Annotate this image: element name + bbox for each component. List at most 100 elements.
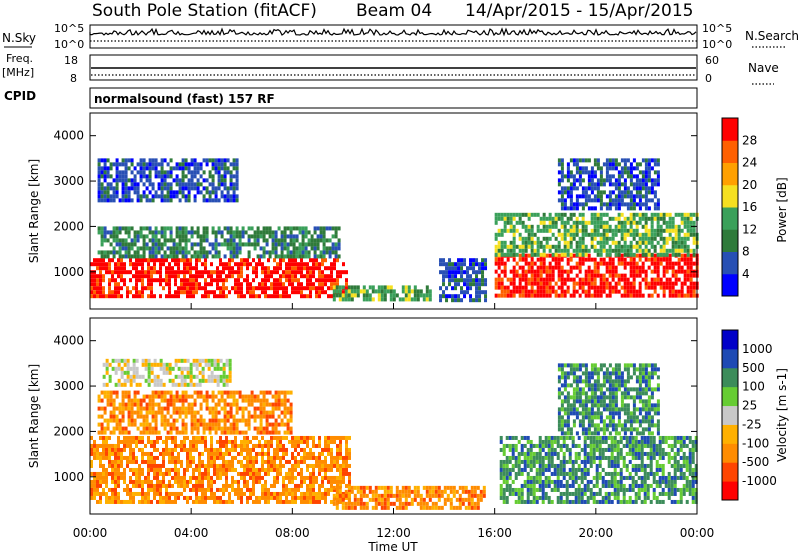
heatmap-cell xyxy=(334,250,338,255)
heatmap-cell xyxy=(216,266,219,271)
heatmap-cell xyxy=(345,495,348,500)
heatmap-cell xyxy=(288,278,291,283)
heatmap-cell xyxy=(451,274,455,279)
heatmap-cell xyxy=(249,451,252,456)
heatmap-cell xyxy=(175,234,179,239)
heatmap-cell xyxy=(123,455,126,460)
heatmap-cell xyxy=(252,459,255,464)
heatmap-cell xyxy=(350,289,354,294)
heatmap-cell xyxy=(126,491,129,496)
heatmap-cell xyxy=(650,212,654,217)
heatmap-cell xyxy=(190,186,194,191)
heatmap-cell xyxy=(383,285,387,290)
heatmap-cell xyxy=(671,273,675,278)
heatmap-cell xyxy=(163,198,167,203)
heatmap-cell xyxy=(228,495,231,500)
heatmap-cell xyxy=(686,293,690,298)
heatmap-cell xyxy=(285,491,288,496)
heatmap-cell xyxy=(605,202,609,207)
heatmap-cell xyxy=(318,439,321,444)
heatmap-cell xyxy=(291,487,294,492)
heatmap-cell xyxy=(395,489,399,494)
heatmap-cell xyxy=(228,451,231,456)
heatmap-cell xyxy=(286,234,290,239)
heatmap-cell xyxy=(353,501,357,506)
heatmap-cell xyxy=(139,406,143,411)
heatmap-cell xyxy=(172,418,176,423)
heatmap-cell xyxy=(638,253,642,258)
heatmap-cell xyxy=(196,166,200,171)
heatmap-cell xyxy=(632,228,636,233)
heatmap-cell xyxy=(572,285,576,290)
heatmap-cell xyxy=(620,190,624,195)
heatmap-cell xyxy=(581,232,585,237)
heatmap-cell xyxy=(147,270,150,275)
heatmap-cell xyxy=(500,216,504,221)
heatmap-cell xyxy=(475,282,479,287)
heatmap-cell xyxy=(145,426,149,431)
heatmap-cell xyxy=(252,270,255,275)
heatmap-cell xyxy=(240,439,243,444)
heatmap-cell xyxy=(264,483,267,488)
heatmap-cell xyxy=(163,178,167,183)
heatmap-cell xyxy=(109,182,113,187)
heatmap-cell xyxy=(342,471,345,476)
heatmap-cell xyxy=(246,439,249,444)
heatmap-cell xyxy=(175,166,179,171)
heatmap-cell xyxy=(135,435,138,440)
heatmap-cell xyxy=(121,186,125,191)
heatmap-cell xyxy=(332,293,336,298)
heatmap-cell xyxy=(671,240,675,245)
heatmap-cell xyxy=(644,273,648,278)
heatmap-cell xyxy=(220,394,224,399)
heatmap-cell xyxy=(139,230,143,235)
heatmap-cell xyxy=(265,402,269,407)
heatmap-cell xyxy=(124,194,128,199)
heatmap-cell xyxy=(180,443,183,448)
heatmap-cell xyxy=(620,198,624,203)
heatmap-cell xyxy=(407,297,411,302)
heatmap-cell xyxy=(638,285,642,290)
heatmap-cell xyxy=(335,489,339,494)
heatmap-cell xyxy=(306,443,309,448)
heatmap-cell xyxy=(229,174,233,179)
heatmap-cell xyxy=(439,286,443,291)
heatmap-cell xyxy=(216,286,219,291)
beam-label: Beam 04 xyxy=(356,1,432,21)
heatmap-cell xyxy=(102,447,105,452)
heatmap-cell xyxy=(569,170,573,175)
heatmap-cell xyxy=(171,382,175,387)
heatmap-cell xyxy=(548,220,552,225)
heatmap-cell xyxy=(102,266,105,271)
heatmap-cell xyxy=(163,406,167,411)
heatmap-cell xyxy=(124,242,128,247)
heatmap-cell xyxy=(620,166,624,171)
heatmap-cell xyxy=(129,447,132,452)
heatmap-cell xyxy=(183,266,186,271)
heatmap-cell xyxy=(536,285,540,290)
heatmap-cell xyxy=(680,289,684,294)
heatmap-cell xyxy=(536,277,540,282)
heatmap-cell xyxy=(318,278,321,283)
heatmap-cell xyxy=(186,258,189,263)
heatmap-cell xyxy=(460,286,464,291)
heatmap-cell xyxy=(416,293,420,298)
heatmap-cell xyxy=(184,394,188,399)
heatmap-cell xyxy=(629,194,633,199)
heatmap-cell xyxy=(572,174,576,179)
heatmap-cell xyxy=(126,378,130,383)
heatmap-cell xyxy=(629,265,633,270)
heatmap-cell xyxy=(282,258,285,263)
heatmap-cell xyxy=(216,358,220,363)
heatmap-cell xyxy=(386,505,390,510)
heatmap-cell xyxy=(629,166,633,171)
heatmap-cell xyxy=(163,194,167,199)
heatmap-cell xyxy=(213,366,217,371)
heatmap-cell xyxy=(142,250,146,255)
heatmap-cell xyxy=(554,216,558,221)
heatmap-cell xyxy=(108,290,111,295)
heatmap-cell xyxy=(635,244,639,249)
heatmap-cell xyxy=(196,430,200,435)
heatmap-cell xyxy=(139,410,143,415)
heatmap-cell xyxy=(135,382,139,387)
